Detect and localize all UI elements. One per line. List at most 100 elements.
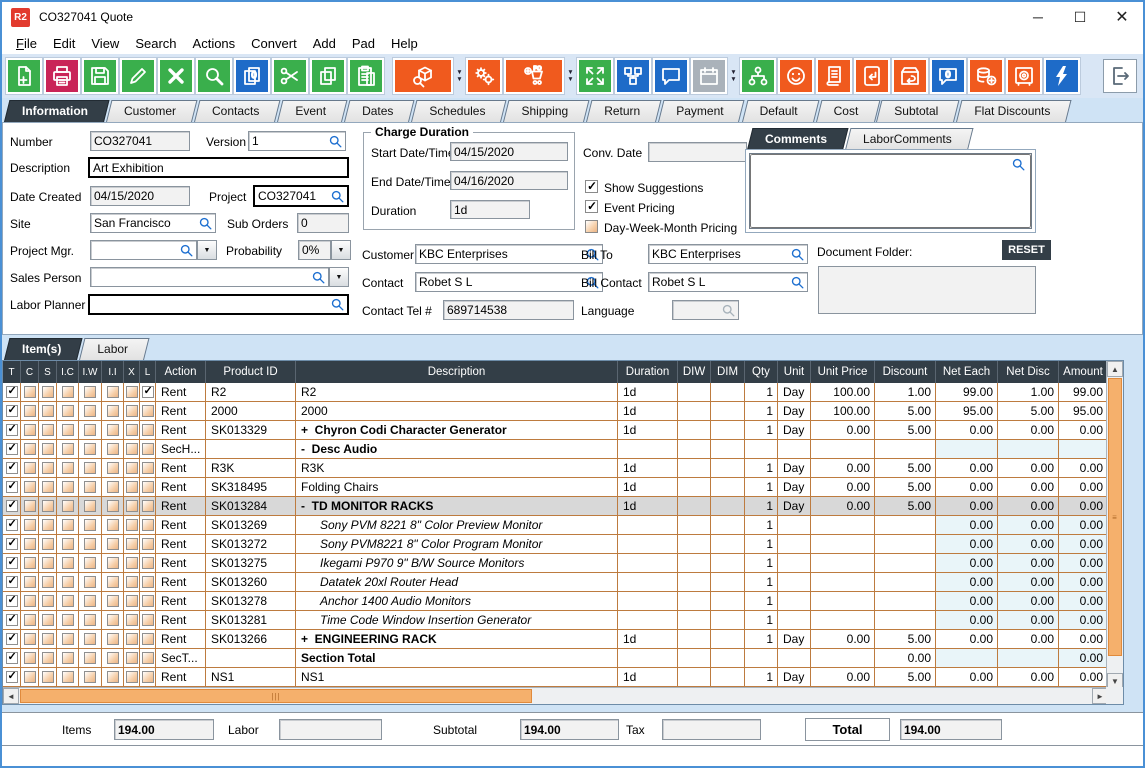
row-checkbox[interactable] [5, 612, 18, 626]
row-checkbox[interactable] [106, 405, 119, 417]
row-checkbox[interactable] [23, 386, 36, 398]
contact-tel-field[interactable] [444, 303, 573, 317]
sub-orders-field[interactable] [298, 216, 348, 230]
conv-date-field[interactable] [649, 145, 746, 159]
row-checkbox[interactable] [23, 671, 36, 683]
table-row[interactable]: SecH... - Desc Audio [3, 440, 1123, 459]
row-checkbox[interactable] [84, 500, 96, 512]
row-checkbox[interactable] [61, 405, 74, 417]
row-checkbox[interactable] [106, 462, 119, 474]
tab-dates[interactable]: Dates [344, 100, 409, 122]
row-checkbox[interactable] [5, 574, 18, 588]
search-icon[interactable] [790, 275, 805, 290]
row-checkbox[interactable] [23, 443, 36, 455]
row-checkbox[interactable] [141, 614, 154, 626]
row-checkbox[interactable] [41, 652, 54, 664]
search-icon[interactable] [1011, 157, 1026, 172]
tab-payment[interactable]: Payment [658, 100, 739, 122]
row-checkbox[interactable] [84, 614, 96, 626]
column-header-qty[interactable]: Qty [745, 361, 778, 383]
duration-field[interactable] [451, 202, 529, 217]
probability-field[interactable] [299, 243, 330, 257]
row-checkbox[interactable] [84, 405, 96, 417]
number-field[interactable] [91, 134, 189, 148]
column-header-product-id[interactable]: Product ID [206, 361, 296, 383]
language-field[interactable] [673, 303, 721, 317]
column-header-net-disc[interactable]: Net Disc [998, 361, 1059, 383]
row-checkbox[interactable] [5, 460, 18, 474]
row-checkbox[interactable] [61, 462, 74, 474]
row-checkbox[interactable] [106, 652, 119, 664]
row-checkbox[interactable] [5, 441, 18, 455]
row-checkbox[interactable] [106, 481, 119, 493]
copy-button[interactable] [310, 58, 346, 94]
safe-vault-button[interactable] [1006, 58, 1042, 94]
total-field[interactable] [901, 722, 1001, 737]
column-header-duration[interactable]: Duration [618, 361, 678, 383]
row-checkbox[interactable] [84, 671, 96, 683]
row-checkbox[interactable] [141, 424, 154, 436]
row-checkbox[interactable] [84, 633, 96, 645]
new-document-button[interactable] [6, 58, 42, 94]
row-checkbox[interactable] [23, 481, 36, 493]
print-button[interactable] [44, 58, 80, 94]
start-date-field[interactable] [451, 144, 567, 159]
column-header-amount[interactable]: Amount [1059, 361, 1108, 383]
row-checkbox[interactable] [141, 462, 154, 474]
row-checkbox[interactable] [125, 614, 138, 626]
dropdown-arrows[interactable]: ▼ ▼ [567, 68, 574, 83]
menu-pad[interactable]: Pad [351, 35, 375, 51]
comment-zero-button[interactable] [930, 58, 966, 94]
tab-shipping[interactable]: Shipping [503, 100, 584, 122]
row-checkbox[interactable] [106, 595, 119, 607]
row-checkbox[interactable] [106, 386, 119, 398]
row-checkbox[interactable] [5, 631, 18, 645]
row-checkbox[interactable] [106, 557, 119, 569]
lightning-bolt-button[interactable] [1044, 58, 1080, 94]
row-checkbox[interactable] [5, 669, 18, 683]
row-checkbox[interactable] [41, 519, 54, 531]
row-checkbox[interactable] [61, 443, 74, 455]
row-checkbox[interactable] [125, 595, 138, 607]
row-checkbox[interactable] [141, 595, 154, 607]
search-icon[interactable] [198, 216, 213, 231]
scroll-up-button[interactable]: ▲ [1107, 361, 1123, 377]
row-checkbox[interactable] [41, 614, 54, 626]
row-checkbox[interactable] [5, 536, 18, 550]
row-checkbox[interactable] [84, 481, 96, 493]
row-checkbox[interactable] [141, 557, 154, 569]
row-checkbox[interactable] [61, 595, 74, 607]
row-checkbox[interactable] [23, 462, 36, 474]
scroll-left-button[interactable]: ◄ [3, 688, 19, 704]
project-field[interactable] [255, 189, 330, 203]
row-checkbox[interactable] [141, 384, 154, 398]
project-mgr-dropdown[interactable]: ▼ [197, 240, 217, 260]
bill-to-field[interactable] [649, 247, 790, 261]
row-checkbox[interactable] [61, 557, 74, 569]
row-checkbox[interactable] [61, 614, 74, 626]
row-checkbox[interactable] [84, 538, 96, 550]
row-checkbox[interactable] [84, 519, 96, 531]
row-checkbox[interactable] [61, 481, 74, 493]
search-icon[interactable] [790, 247, 805, 262]
row-checkbox[interactable] [23, 519, 36, 531]
menu-edit[interactable]: Edit [52, 35, 76, 51]
column-header-l[interactable]: L [140, 361, 156, 383]
menu-actions[interactable]: Actions [192, 35, 236, 51]
row-checkbox[interactable] [23, 405, 36, 417]
sales-person-dropdown[interactable]: ▼ [329, 267, 349, 287]
row-checkbox[interactable] [141, 519, 154, 531]
delete-x-button[interactable] [158, 58, 194, 94]
horizontal-scrollbar[interactable]: ◄ ||| ► [3, 687, 1108, 704]
column-header-dim[interactable]: DIM [711, 361, 745, 383]
customer-field[interactable] [416, 247, 585, 261]
search-button[interactable] [196, 58, 232, 94]
tab-default[interactable]: Default [742, 100, 814, 122]
search-icon[interactable] [328, 134, 343, 149]
tab-return[interactable]: Return [586, 100, 656, 122]
